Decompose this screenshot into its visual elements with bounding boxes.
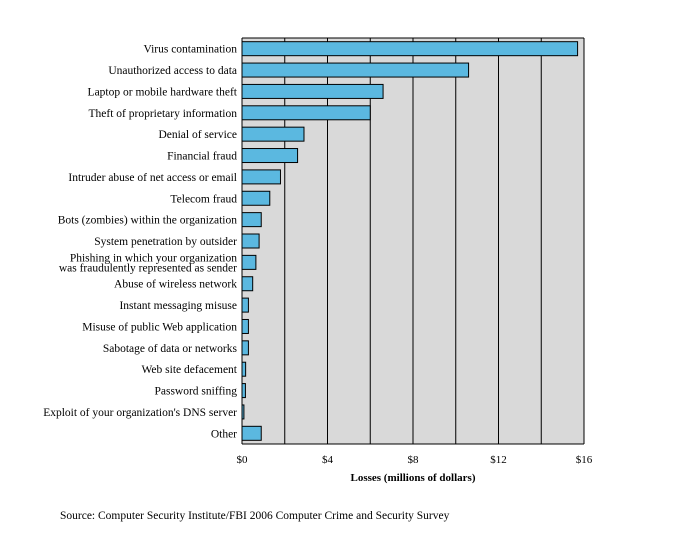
category-label: Misuse of public Web application [82,321,237,333]
bar [241,148,299,164]
bar [241,212,262,228]
category-label: Exploit of your organization's DNS serve… [43,407,237,419]
category-label: Instant messaging misuse [119,300,237,312]
x-tick-label: $16 [576,454,593,466]
bar [241,41,579,57]
bar [241,361,247,377]
bar [241,83,384,99]
bar [241,383,246,399]
bar [241,126,305,142]
bar [241,340,249,356]
category-label: Theft of proprietary information [89,108,238,120]
category-label: Intruder abuse of net access or email [68,172,237,184]
bar [241,254,257,270]
category-label: Password sniffing [154,386,237,398]
category-label: Denial of service [158,129,237,141]
x-tick-label: $12 [490,454,507,466]
bar [241,297,249,313]
bar-chart: Virus contamination Unauthorized access t… [43,37,593,484]
x-tick-label: $0 [237,454,249,466]
x-axis-title: Losses (millions of dollars) [351,472,476,484]
category-label: Bots (zombies) within the organization [58,215,238,227]
bar [241,233,260,249]
bar [241,169,281,185]
category-label: Laptop or mobile hardware theft [88,86,238,98]
category-label: Sabotage of data or networks [103,343,238,355]
category-label: Unauthorized access to data [108,65,237,77]
x-tick-label: $4 [322,454,334,466]
category-label: Other [211,428,237,440]
category-label: Virus contamination [143,44,237,56]
category-label: Web site defacement [142,364,238,376]
x-tick-label: $8 [408,454,420,466]
category-label: Abuse of wireless network [114,279,237,291]
bar [241,425,262,441]
category-label: Financial fraud [167,151,237,163]
category-label: Telecom fraud [170,193,237,205]
category-label: Phishing in which your organization was f… [59,252,237,274]
bar [241,318,249,334]
bar [241,404,245,420]
bar [241,105,371,121]
category-label: System penetration by outsider [94,236,237,248]
bar [241,62,470,78]
bar [241,276,254,292]
bar [241,190,271,206]
source-note: Source: Computer Security Institute/FBI … [60,510,450,522]
